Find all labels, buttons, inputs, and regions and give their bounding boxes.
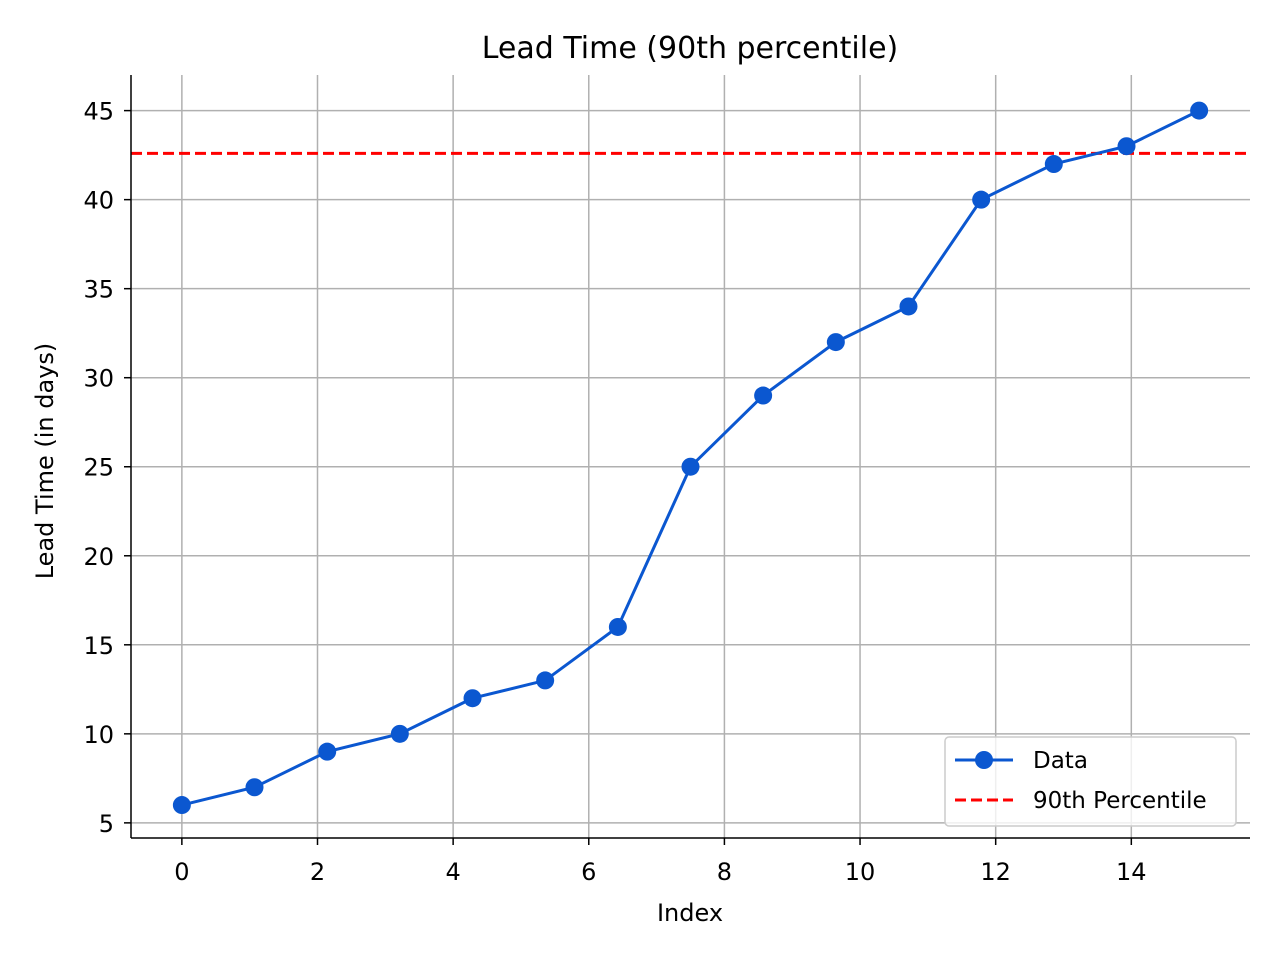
x-tick-label: 4 bbox=[445, 858, 460, 886]
y-tick-label: 20 bbox=[83, 543, 114, 571]
x-tick-label: 8 bbox=[717, 858, 732, 886]
x-tick-label: 6 bbox=[581, 858, 596, 886]
data-point bbox=[681, 457, 700, 476]
y-tick-label: 10 bbox=[83, 721, 114, 749]
x-tick-label: 12 bbox=[980, 858, 1011, 886]
legend-data-label: Data bbox=[1033, 748, 1088, 774]
legend: Data 90th Percentile bbox=[944, 736, 1237, 827]
ticks: 0 2 4 6 8 10 12 14 5 10 15 20 25 30 35 40 45 bbox=[83, 98, 1146, 886]
y-tick-label: 5 bbox=[99, 810, 114, 838]
legend-box bbox=[944, 736, 1237, 827]
data-point bbox=[318, 742, 337, 761]
y-tick-label: 40 bbox=[83, 187, 114, 215]
y-tick-label: 15 bbox=[83, 632, 114, 660]
x-axis-label: Index bbox=[657, 899, 723, 927]
data-point bbox=[1190, 101, 1209, 120]
x-tick-label: 0 bbox=[174, 858, 189, 886]
x-tick-label: 2 bbox=[310, 858, 325, 886]
plot-area bbox=[131, 101, 1250, 815]
y-tick-label: 30 bbox=[83, 365, 114, 393]
y-tick-label: 25 bbox=[83, 454, 114, 482]
data-point bbox=[1117, 137, 1136, 156]
data-point bbox=[536, 671, 555, 690]
data-point bbox=[899, 297, 918, 316]
data-point bbox=[972, 190, 991, 209]
legend-data-marker bbox=[975, 751, 993, 769]
data-point bbox=[826, 333, 845, 352]
y-axis-label: Lead Time (in days) bbox=[31, 343, 59, 580]
data-point bbox=[390, 724, 409, 743]
chart-title: Lead Time (90th percentile) bbox=[482, 31, 898, 66]
y-tick-label: 45 bbox=[83, 98, 114, 126]
x-tick-label: 14 bbox=[1116, 858, 1147, 886]
data-point bbox=[463, 689, 482, 708]
x-tick-label: 10 bbox=[845, 858, 876, 886]
grid bbox=[131, 75, 1250, 838]
legend-percentile-label: 90th Percentile bbox=[1033, 788, 1207, 814]
data-point bbox=[1044, 155, 1063, 174]
y-tick-label: 35 bbox=[83, 276, 114, 304]
data-point bbox=[608, 617, 627, 636]
data-point bbox=[754, 386, 773, 405]
data-point bbox=[172, 796, 191, 815]
data-point bbox=[245, 778, 264, 797]
